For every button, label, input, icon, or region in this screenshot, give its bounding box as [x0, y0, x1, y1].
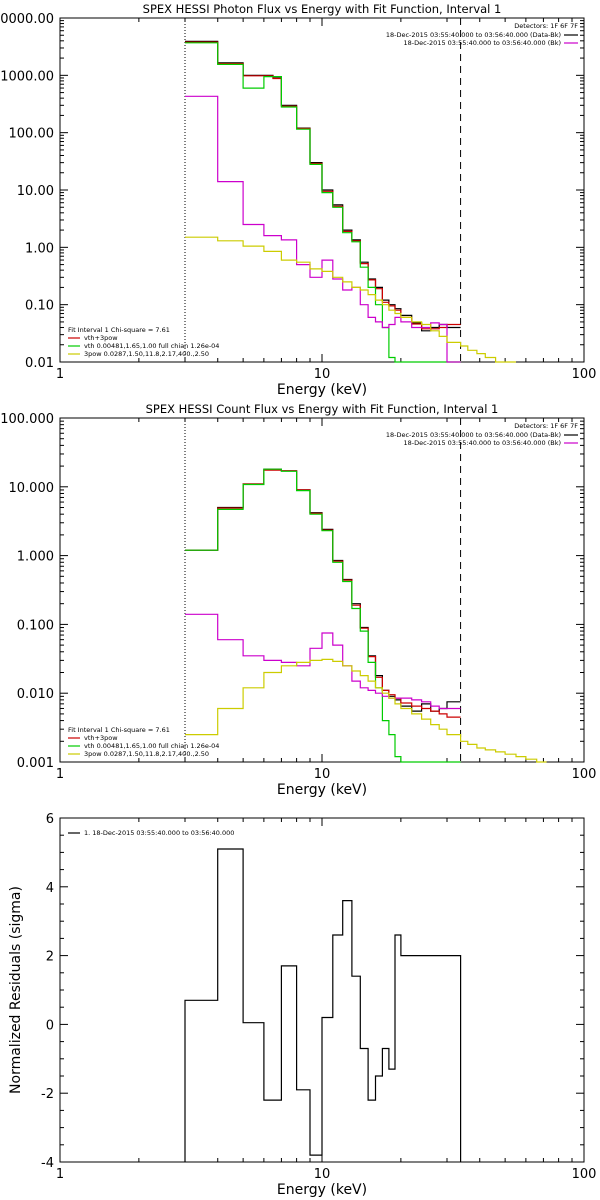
- series-1-18-dec-2015-03-55-40-000-to-03-56-40-000-2: [184, 848, 462, 1162]
- series-3pow-1: [185, 658, 547, 763]
- series-vth-3pow-0: [185, 41, 461, 330]
- x-tick-label-1: 1: [56, 767, 64, 782]
- chart-title-1: SPEX HESSI Count Flux vs Energy with Fit…: [146, 402, 499, 416]
- y-tick-label-0: 0.10: [25, 299, 54, 314]
- legend-interval-label-0-0: 18-Dec-2015 03:55:40.000 to 03:56:40.000…: [386, 31, 561, 39]
- y-tick-label-1: 1.000: [17, 550, 54, 565]
- y-tick-label-0: 100.00: [9, 127, 55, 142]
- legend-fit-header-0: Fit Interval 1 Chi-square = 7.61: [68, 326, 170, 334]
- y-tick-label-0: 1.00: [25, 241, 54, 256]
- y-tick-label-1: 100.000: [0, 412, 54, 427]
- y-tick-label-2: -2: [41, 1087, 54, 1102]
- legend-fit-label-0-0: vth+3pow: [84, 334, 118, 342]
- y-tick-label-2: 6: [46, 812, 54, 827]
- y-tick-label-1: 0.001: [17, 756, 54, 771]
- y-tick-label-2: 2: [46, 950, 54, 965]
- legend-fit-label-0-2: 3pow 0.0287,1.50,11.8,2.17,400.,2.50: [84, 350, 209, 358]
- series-bk-1: [185, 613, 461, 710]
- legend-fit-label-1-2: 3pow 0.0287,1.50,11.8,2.17,400.,2.50: [84, 750, 209, 758]
- series-vth-1: [185, 468, 461, 763]
- y-tick-label-0: 10000.00: [0, 12, 54, 27]
- series-bk-0: [185, 95, 461, 363]
- y-tick-label-0: 1000.00: [0, 69, 54, 84]
- x-tick-label-2: 10: [314, 1167, 331, 1182]
- legend-interval-label-1-1: 18-Dec-2015 03:55:40.000 to 03:56:40.000…: [404, 439, 562, 447]
- y-tick-label-1: 0.100: [17, 618, 54, 633]
- plot-frame-1: [59, 417, 585, 763]
- x-tick-label-0: 1: [56, 367, 64, 382]
- legend-detectors-0: Detectors: 1F 6F 7F: [514, 22, 578, 30]
- x-tick-label-1: 10: [314, 767, 331, 782]
- x-tick-label-0: 10: [314, 367, 331, 382]
- x-axis-label-0: Energy (keV): [277, 382, 367, 398]
- y-tick-label-0: 10.00: [17, 184, 54, 199]
- legend-fit-label-0-1: vth 0.00481,1.65,1.00 full chian 1.26e-0…: [84, 342, 219, 350]
- y-tick-label-0: 0.01: [25, 356, 54, 371]
- x-tick-label-2: 1: [56, 1167, 64, 1182]
- legend-interval-label-0-1: 18-Dec-2015 03:55:40.000 to 03:56:40.000…: [404, 39, 562, 47]
- legend-fit-label-1-1: vth 0.00481,1.65,1.00 full chian 1.26e-0…: [84, 742, 219, 750]
- legend-fit-header-1: Fit Interval 1 Chi-square = 7.61: [68, 726, 170, 734]
- x-axis-label-2: Energy (keV): [277, 1182, 367, 1198]
- series-3pow-0: [185, 236, 516, 363]
- series-data-bk-0: [185, 40, 461, 332]
- y-tick-label-2: -4: [41, 1156, 54, 1171]
- series-vth-0: [185, 42, 461, 363]
- legend-fit-label-1-0: vth+3pow: [84, 734, 118, 742]
- x-tick-label-2: 100: [572, 1167, 597, 1182]
- y-tick-label-1: 10.000: [9, 481, 55, 496]
- legend-interval-label-1-0: 18-Dec-2015 03:55:40.000 to 03:56:40.000…: [386, 431, 561, 439]
- chart-title-0: SPEX HESSI Photon Flux vs Energy with Fi…: [143, 2, 502, 16]
- y-tick-label-1: 0.010: [17, 687, 54, 702]
- legend-fit-label-2-0: 1. 18-Dec-2015 03:55:40.000 to 03:56:40.…: [84, 829, 234, 837]
- x-tick-label-0: 100: [572, 367, 597, 382]
- y-tick-label-2: 4: [46, 881, 54, 896]
- y-tick-label-2: 0: [46, 1018, 54, 1033]
- series-data-bk-1: [185, 468, 461, 712]
- y-axis-label-2: Normalized Residuals (sigma): [8, 886, 24, 1094]
- legend-detectors-1: Detectors: 1F 6F 7F: [514, 422, 578, 430]
- x-axis-label-1: Energy (keV): [277, 782, 367, 798]
- x-tick-label-1: 100: [572, 767, 597, 782]
